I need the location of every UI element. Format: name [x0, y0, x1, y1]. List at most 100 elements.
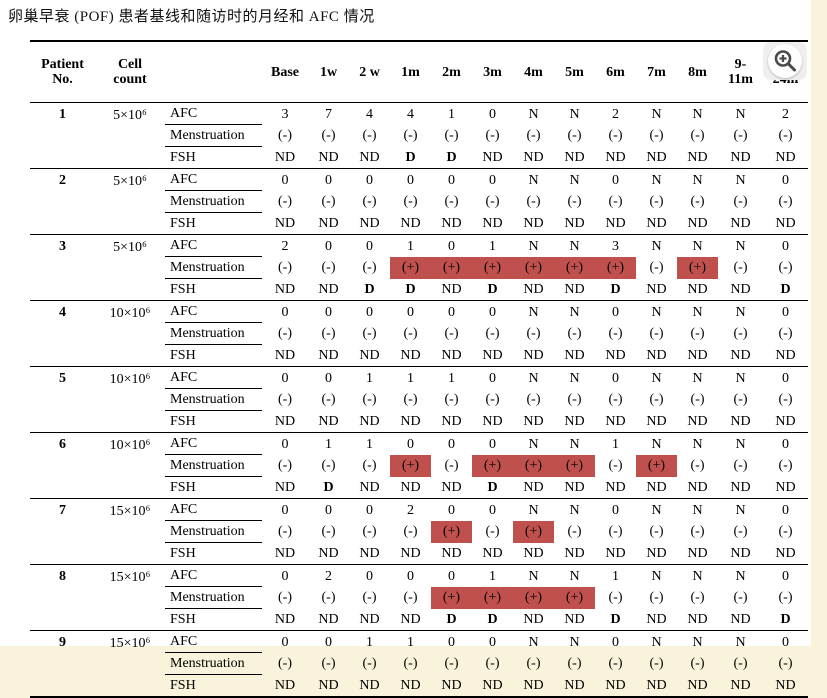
fsh-value: ND — [554, 278, 595, 302]
row-label-fsh: FSH — [165, 476, 262, 500]
menstruation-value: (+) — [472, 256, 513, 279]
menstruation-value: (-) — [485, 194, 500, 210]
fsh-value: D — [431, 146, 472, 170]
menstruation-value: (+) — [431, 256, 472, 279]
afc-value: 4 — [366, 106, 373, 122]
fsh-value: ND — [308, 674, 349, 698]
menstruation-value: (-) — [526, 392, 541, 408]
cell-count: 5×10⁶ — [95, 168, 165, 236]
fsh-value: ND — [349, 608, 390, 632]
afc-value: N — [651, 238, 662, 254]
afc-value: 2 — [281, 238, 289, 254]
menstruation-value: (-) — [778, 392, 793, 408]
row-label-afc: AFC — [165, 564, 262, 588]
afc-row-patient-9: 9 15×10⁶ AFC 0 0 1 1 0 0 N N 0 N N N 0 — [30, 630, 808, 698]
afc-row-patient-2: 2 5×10⁶ AFC 0 0 0 0 0 0 N N 0 N N N 0 — [30, 168, 808, 236]
fsh-value: ND — [262, 542, 308, 566]
fsh-value: ND — [308, 608, 349, 632]
menstruation-value: (-) — [321, 326, 336, 342]
fsh-value: ND — [262, 476, 308, 500]
menstruation-value: (-) — [403, 194, 418, 210]
afc-value: N — [528, 568, 539, 584]
menstruation-value: (-) — [444, 392, 459, 408]
fsh-value: ND — [308, 146, 349, 170]
menstruation-value: (-) — [362, 260, 377, 276]
fsh-value: D — [308, 476, 349, 500]
fsh-value: ND — [349, 476, 390, 500]
afc-value: 0 — [448, 634, 455, 650]
row-label-fsh: FSH — [165, 146, 262, 170]
afc-value: N — [692, 502, 703, 518]
menstruation-value: (-) — [690, 590, 705, 606]
afc-value: 0 — [366, 238, 373, 254]
col-header-row-label — [165, 41, 262, 104]
menstruation-value: (+) — [472, 586, 513, 609]
menstruation-value: (-) — [278, 260, 292, 276]
patient-no: 7 — [30, 498, 95, 566]
afc-value: N — [692, 568, 703, 584]
menstruation-value: (+) — [513, 586, 554, 609]
afc-value: 1 — [325, 436, 332, 452]
afc-value: 1 — [366, 436, 373, 452]
row-label-afc: AFC — [165, 168, 262, 192]
afc-value: 0 — [782, 172, 789, 188]
fsh-value: ND — [718, 410, 763, 434]
fsh-value: ND — [390, 476, 431, 500]
menstruation-value: (-) — [403, 128, 418, 144]
menstruation-value: (-) — [444, 656, 459, 672]
afc-value: 1 — [489, 568, 496, 584]
menstruation-row-patient-1: Menstruation (-) (-) (-) (-) (-) (-) (-) (-) (-) (… — [30, 124, 808, 148]
afc-value: 0 — [407, 436, 414, 452]
afc-value: 0 — [489, 172, 496, 188]
afc-value: 0 — [612, 172, 619, 188]
menstruation-value: (+) — [390, 256, 431, 279]
fsh-value: ND — [472, 410, 513, 434]
afc-value: 0 — [489, 502, 496, 518]
afc-value: 1 — [407, 370, 414, 386]
fsh-value: ND — [262, 146, 308, 170]
row-label-afc: AFC — [165, 498, 262, 522]
fsh-value: D — [763, 608, 808, 632]
fsh-value: ND — [595, 476, 636, 500]
afc-value: 2 — [782, 106, 789, 122]
row-label-menstruation: Menstruation — [165, 256, 262, 280]
menstruation-value: (-) — [526, 128, 541, 144]
menstruation-value: (-) — [778, 260, 793, 276]
afc-value: 0 — [281, 436, 289, 452]
menstruation-value: (+) — [472, 454, 513, 477]
afc-value: 0 — [782, 436, 789, 452]
patient-followup-table: Patient No. Cell count Base 1w 2 w 1m 2m… — [30, 40, 808, 698]
menstruation-value: (-) — [567, 392, 582, 408]
afc-value: 0 — [366, 502, 373, 518]
afc-value: N — [569, 634, 580, 650]
afc-value: N — [651, 568, 662, 584]
menstruation-value: (-) — [321, 128, 336, 144]
afc-value: 0 — [489, 436, 496, 452]
afc-value: N — [651, 436, 662, 452]
menstruation-value: (-) — [690, 194, 705, 210]
afc-value: 1 — [448, 370, 455, 386]
row-label-menstruation: Menstruation — [165, 124, 262, 148]
fsh-value: ND — [513, 146, 554, 170]
menstruation-value: (-) — [778, 458, 793, 474]
menstruation-value: (-) — [733, 590, 748, 606]
fsh-value: ND — [308, 410, 349, 434]
zoom-in-button[interactable] — [763, 42, 807, 80]
fsh-value: ND — [595, 674, 636, 698]
fsh-value: ND — [513, 476, 554, 500]
afc-value: 0 — [612, 304, 619, 320]
fsh-value: ND — [349, 542, 390, 566]
fsh-row-patient-7: FSH ND ND ND ND ND ND ND ND ND ND ND ND ND — [30, 542, 808, 566]
afc-value: 7 — [325, 106, 332, 122]
row-label-fsh: FSH — [165, 674, 262, 698]
col-header-7m: 7m — [636, 41, 677, 104]
cell-count: 5×10⁶ — [95, 234, 165, 302]
col-header-2m: 2m — [431, 41, 472, 104]
afc-value: N — [651, 634, 662, 650]
afc-value: 0 — [325, 370, 332, 386]
afc-value: N — [528, 436, 539, 452]
menstruation-value: (-) — [778, 524, 793, 540]
menstruation-value: (-) — [608, 458, 623, 474]
menstruation-value: (+) — [431, 520, 472, 543]
fsh-row-patient-8: FSH ND ND ND ND D D ND ND D ND ND ND D — [30, 608, 808, 632]
